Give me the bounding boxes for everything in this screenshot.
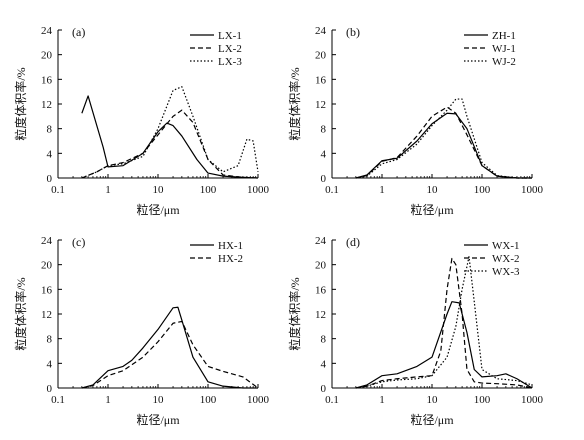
- x-tick-label: 0.1: [325, 184, 339, 196]
- legend-label: HX-2: [218, 253, 243, 265]
- y-tick-label: 16: [315, 74, 327, 86]
- y-tick-label: 24: [315, 25, 327, 37]
- x-tick-label: 1: [379, 184, 385, 196]
- y-tick-label: 8: [47, 334, 53, 346]
- y-tick-label: 8: [321, 124, 327, 136]
- x-axis-title: 粒径/μm: [136, 202, 180, 217]
- y-tick-label: 12: [41, 309, 52, 321]
- x-tick-label: 0.1: [51, 184, 65, 196]
- x-tick-label: 10: [427, 184, 439, 196]
- panel-label: (b): [346, 25, 360, 39]
- x-axis-title: 粒径/μm: [410, 412, 454, 427]
- y-axis-title: 粒度体积率/%: [13, 277, 28, 350]
- x-tick-label: 100: [474, 184, 491, 196]
- y-tick-label: 20: [41, 260, 53, 272]
- series-line-zh-1: [355, 112, 532, 179]
- legend-label: LX-3: [218, 56, 242, 68]
- x-tick-label: 1: [379, 394, 385, 406]
- y-axis-title: 粒度体积率/%: [287, 67, 302, 140]
- series-line-wx-3: [355, 256, 533, 389]
- legend-label: LX-1: [218, 30, 242, 42]
- x-tick-label: 10: [427, 394, 439, 406]
- x-tick-label: 1: [105, 394, 111, 406]
- chart-panel-1: 0 4 8 12 16 20 24 0.1 1 10 100 1000 粒径/μm 粒度体积率/% (a) L…: [13, 25, 270, 217]
- panel-label: (a): [72, 25, 85, 39]
- y-tick-label: 8: [47, 124, 53, 136]
- x-tick-label: 1000: [521, 184, 544, 196]
- legend: WX-1WX-2WX-3: [464, 240, 520, 278]
- x-tick-label: 100: [200, 394, 217, 406]
- y-tick-label: 16: [41, 284, 53, 296]
- panel-label: (d): [346, 235, 360, 249]
- y-tick-label: 0: [47, 173, 53, 185]
- series-line-hx-1: [81, 306, 258, 389]
- x-tick-label: 100: [200, 184, 217, 196]
- y-tick-label: 16: [315, 284, 327, 296]
- series-line-lx-2: [81, 109, 259, 179]
- y-tick-label: 4: [47, 148, 53, 160]
- series-line-lx-3: [81, 86, 259, 179]
- y-tick-label: 8: [321, 334, 327, 346]
- y-tick-label: 12: [315, 99, 326, 111]
- chart-panel-4: 0 4 8 12 16 20 24 0.1 1 10 100 1000 粒径/μm 粒度体积率/% (d) W…: [287, 235, 544, 427]
- y-tick-label: 4: [321, 358, 327, 370]
- y-tick-label: 24: [315, 235, 327, 247]
- y-tick-label: 20: [41, 50, 53, 62]
- y-tick-label: 4: [47, 358, 53, 370]
- x-tick-label: 1000: [247, 184, 270, 196]
- y-tick-label: 16: [41, 74, 53, 86]
- panel-label: (c): [72, 235, 85, 249]
- series-line-hx-2: [81, 320, 259, 389]
- legend: HX-1HX-2: [190, 240, 243, 265]
- legend: ZH-1WJ-1WJ-2: [464, 30, 516, 68]
- series-line-wx-1: [355, 301, 533, 389]
- legend-label: WJ-1: [492, 43, 516, 55]
- y-axis-title: 粒度体积率/%: [287, 277, 302, 350]
- legend-label: LX-2: [218, 43, 242, 55]
- y-tick-label: 24: [41, 25, 53, 37]
- y-tick-label: 0: [321, 173, 327, 185]
- series-line-wj-2: [355, 98, 532, 179]
- legend-label: ZH-1: [492, 30, 516, 42]
- legend: LX-1LX-2LX-3: [190, 30, 242, 68]
- x-tick-label: 10: [153, 394, 165, 406]
- y-tick-label: 12: [315, 309, 326, 321]
- y-axis-title: 粒度体积率/%: [13, 67, 28, 140]
- legend-label: WX-3: [492, 266, 520, 278]
- y-tick-label: 20: [315, 50, 327, 62]
- chart-panel-3: 0 4 8 12 16 20 24 0.1 1 10 100 1000 粒径/μm 粒度体积率/% (c) H…: [13, 235, 270, 427]
- legend-label: HX-1: [218, 240, 243, 252]
- x-tick-label: 0.1: [51, 394, 65, 406]
- x-axis-title: 粒径/μm: [136, 412, 180, 427]
- x-tick-label: 10: [153, 184, 165, 196]
- x-tick-label: 0.1: [325, 394, 339, 406]
- legend-label: WX-2: [492, 253, 520, 265]
- y-tick-label: 0: [321, 383, 327, 395]
- y-tick-label: 24: [41, 235, 53, 247]
- chart-panel-2: 0 4 8 12 16 20 24 0.1 1 10 100 1000 粒径/μm 粒度体积率/% (b) Z…: [287, 25, 544, 217]
- legend-label: WJ-2: [492, 56, 516, 68]
- y-tick-label: 12: [41, 99, 52, 111]
- series-line-wx-2: [355, 257, 533, 389]
- series-line-wj-1: [355, 106, 532, 179]
- x-tick-label: 1000: [247, 394, 270, 406]
- y-tick-label: 0: [47, 383, 53, 395]
- y-tick-label: 20: [315, 260, 327, 272]
- x-tick-label: 100: [474, 394, 491, 406]
- x-tick-label: 1000: [521, 394, 544, 406]
- y-tick-label: 4: [321, 148, 327, 160]
- x-axis-title: 粒径/μm: [410, 202, 454, 217]
- x-tick-label: 1: [105, 184, 111, 196]
- legend-label: WX-1: [492, 240, 520, 252]
